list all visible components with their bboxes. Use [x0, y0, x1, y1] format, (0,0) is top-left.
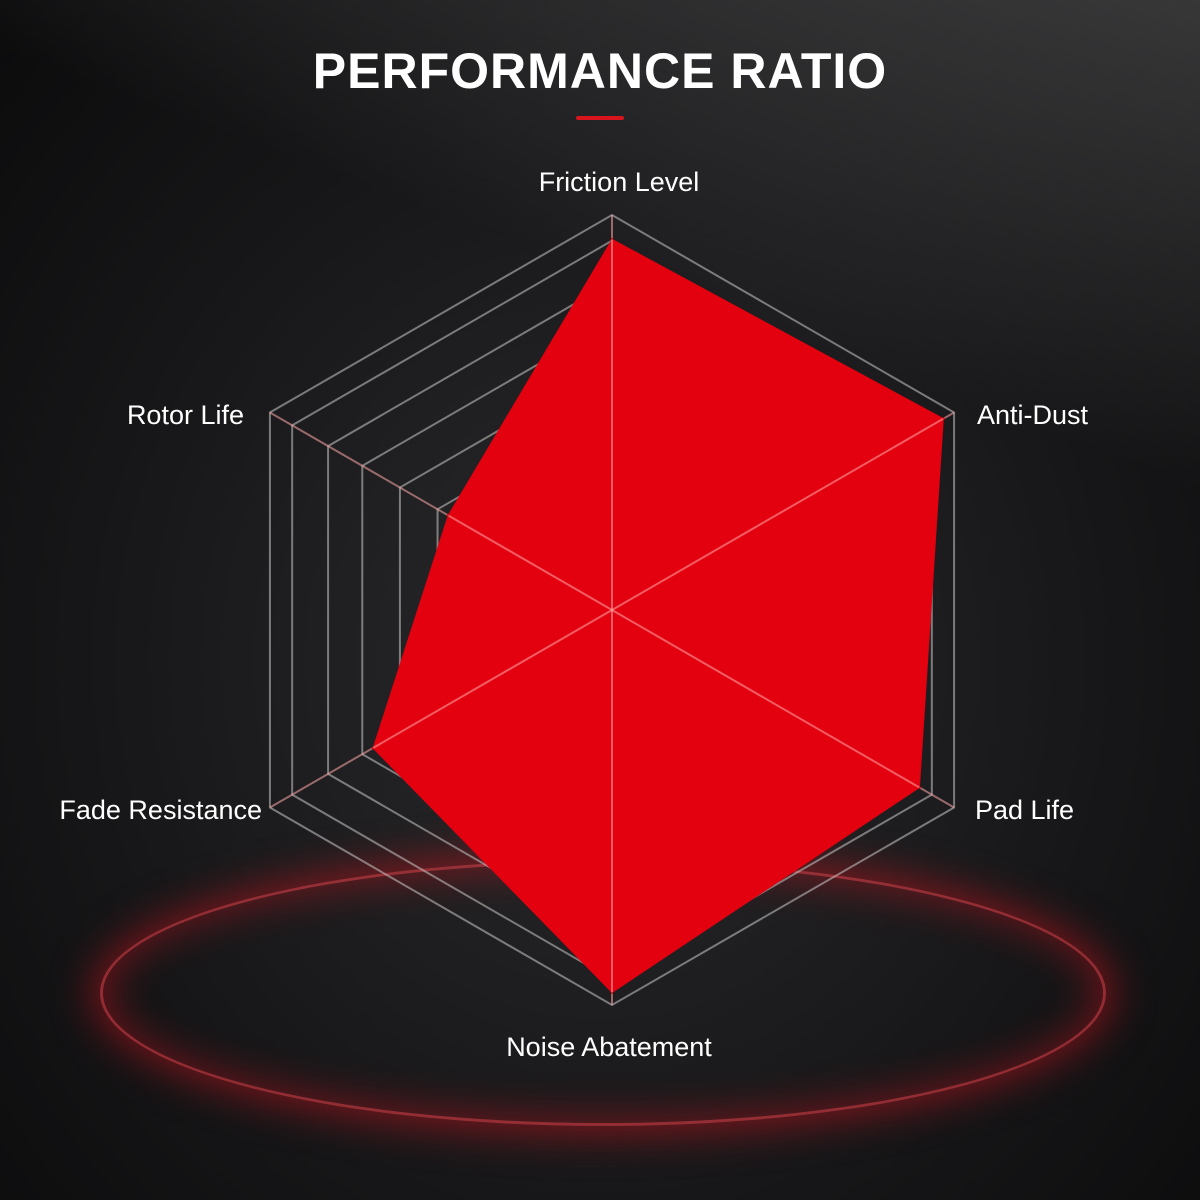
axis-line-pad-life	[611, 609, 955, 809]
data-point-rotor-life	[446, 514, 449, 517]
axis-label-pad-life: Pad Life	[975, 795, 1074, 825]
data-point-fade-resistance	[371, 747, 374, 750]
axis-label-anti-dust: Anti-Dust	[977, 400, 1089, 430]
axis-label-fade-resistance: Fade Resistance	[59, 795, 262, 825]
radar-area	[372, 238, 944, 994]
axis-label-rotor-life: Rotor Life	[127, 400, 244, 430]
title-accent-line	[576, 116, 624, 120]
data-point-pad-life	[918, 786, 921, 789]
axis-label-friction-level: Friction Level	[539, 167, 700, 197]
axis-line-rotor-life	[269, 411, 613, 611]
axis-line-fade-resistance	[269, 609, 613, 809]
data-point-friction-level	[611, 237, 613, 240]
chart-title: PERFORMANCE RATIO	[312, 43, 888, 99]
axis-line-anti-dust	[611, 411, 955, 611]
data-point-anti-dust	[942, 417, 945, 420]
axis-label-noise-abatement: Noise Abatement	[506, 1032, 712, 1062]
data-point-noise-abatement	[611, 992, 613, 995]
